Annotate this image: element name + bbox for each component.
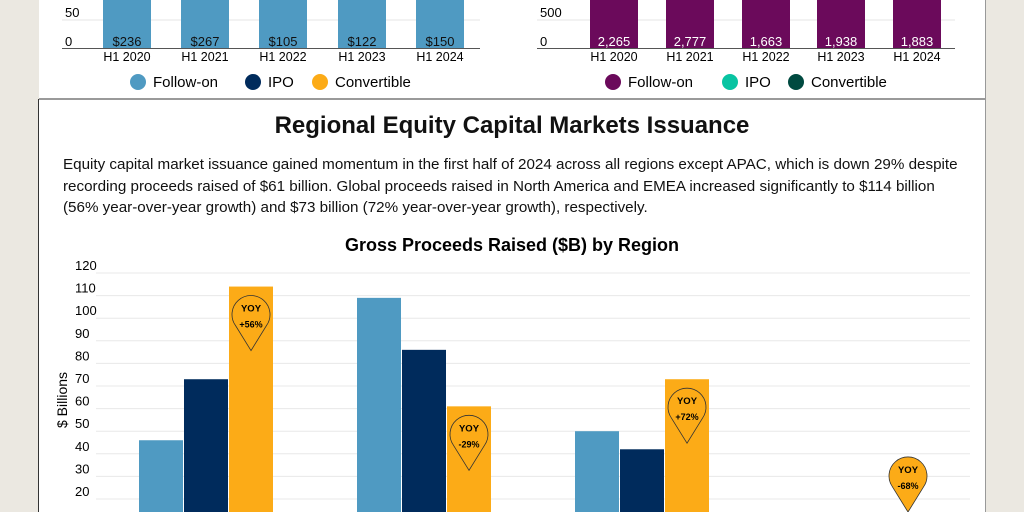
bar bbox=[357, 297, 401, 512]
x-tick-label: H1 2020 bbox=[590, 50, 637, 64]
legend-swatch bbox=[605, 74, 621, 90]
bar bbox=[181, 0, 229, 48]
yoy-value: +72% bbox=[675, 412, 698, 422]
bar bbox=[103, 0, 151, 48]
y-tick-label: 110 bbox=[75, 281, 96, 296]
data-label: 1,663 bbox=[750, 34, 783, 49]
bar bbox=[416, 0, 464, 48]
yoy-label: YOY bbox=[677, 396, 698, 407]
yoy-label: YOY bbox=[898, 465, 919, 476]
x-tick-label: H1 2023 bbox=[338, 50, 385, 64]
section-paragraph: Equity capital market issuance gained mo… bbox=[63, 156, 958, 216]
data-label: 1,883 bbox=[901, 34, 934, 49]
x-tick-label: H1 2024 bbox=[416, 50, 463, 64]
bar bbox=[666, 0, 714, 48]
y-tick-label: 120 bbox=[75, 258, 97, 273]
legend-label: IPO bbox=[268, 74, 294, 91]
bar bbox=[338, 0, 386, 48]
data-label: 2,777 bbox=[674, 34, 707, 49]
bar bbox=[665, 379, 709, 512]
x-tick-label: H1 2020 bbox=[103, 50, 150, 64]
data-label: 2,265 bbox=[598, 34, 631, 49]
bar bbox=[620, 449, 664, 512]
x-tick-label: H1 2021 bbox=[666, 50, 713, 64]
data-label: $122 bbox=[348, 34, 377, 49]
data-label: 1,938 bbox=[825, 34, 858, 49]
legend-label: IPO bbox=[745, 74, 771, 91]
y-tick-label: 80 bbox=[75, 348, 89, 363]
legend-swatch bbox=[130, 74, 146, 90]
y-tick-label: 50 bbox=[65, 5, 79, 20]
bar bbox=[259, 0, 307, 48]
yoy-label: YOY bbox=[459, 423, 480, 434]
section-title: Regional Equity Capital Markets Issuance bbox=[274, 112, 750, 139]
y-axis-label: $ Billions bbox=[54, 372, 70, 428]
bar bbox=[893, 0, 941, 48]
yoy-pin-icon bbox=[667, 387, 707, 444]
page-border bbox=[38, 99, 39, 512]
y-tick-label: 50 bbox=[75, 416, 89, 431]
yoy-pin-icon bbox=[231, 295, 271, 352]
bar bbox=[817, 0, 865, 48]
legend-label: Convertible bbox=[811, 74, 887, 91]
y-tick-label: 40 bbox=[75, 439, 89, 454]
chart-title: Gross Proceeds Raised ($B) by Region bbox=[345, 235, 679, 255]
y-tick-label: 100 bbox=[75, 303, 97, 318]
bar bbox=[139, 440, 183, 512]
bar bbox=[590, 0, 638, 48]
legend-swatch bbox=[722, 74, 738, 90]
y-tick-label: 70 bbox=[75, 371, 89, 386]
y-tick-label: 20 bbox=[75, 484, 89, 499]
x-tick-label: H1 2022 bbox=[742, 50, 789, 64]
y-tick-label: 90 bbox=[75, 326, 89, 341]
legend-label: Convertible bbox=[335, 74, 411, 91]
legend-label: Follow-on bbox=[153, 74, 218, 91]
yoy-value: +56% bbox=[239, 320, 262, 330]
bar bbox=[575, 431, 619, 512]
data-label: $105 bbox=[269, 34, 298, 49]
legend-label: Follow-on bbox=[628, 74, 693, 91]
y-tick-label: 30 bbox=[75, 461, 89, 476]
data-label: $236 bbox=[113, 34, 142, 49]
data-label: $267 bbox=[191, 34, 220, 49]
page-border-right bbox=[985, 0, 986, 512]
legend-swatch bbox=[245, 74, 261, 90]
y-tick-label: 500 bbox=[540, 5, 562, 20]
yoy-label: YOY bbox=[241, 304, 262, 315]
yoy-pin-icon bbox=[888, 456, 928, 512]
y-tick-label: 0 bbox=[65, 34, 72, 49]
yoy-value: -29% bbox=[458, 439, 479, 449]
bar bbox=[184, 379, 228, 512]
x-tick-label: H1 2021 bbox=[181, 50, 228, 64]
section-divider bbox=[39, 98, 985, 100]
bar bbox=[742, 0, 790, 48]
y-tick-label: 60 bbox=[75, 394, 89, 409]
legend-swatch bbox=[788, 74, 804, 90]
bar bbox=[402, 349, 446, 512]
legend-swatch bbox=[312, 74, 328, 90]
bar bbox=[229, 286, 273, 512]
x-tick-label: H1 2023 bbox=[817, 50, 864, 64]
bar bbox=[447, 406, 491, 512]
yoy-pin-icon bbox=[449, 414, 489, 472]
x-tick-label: H1 2022 bbox=[259, 50, 306, 64]
data-label: $150 bbox=[426, 34, 455, 49]
yoy-value: -68% bbox=[897, 481, 918, 491]
y-tick-label: 0 bbox=[540, 34, 547, 49]
x-tick-label: H1 2024 bbox=[893, 50, 940, 64]
